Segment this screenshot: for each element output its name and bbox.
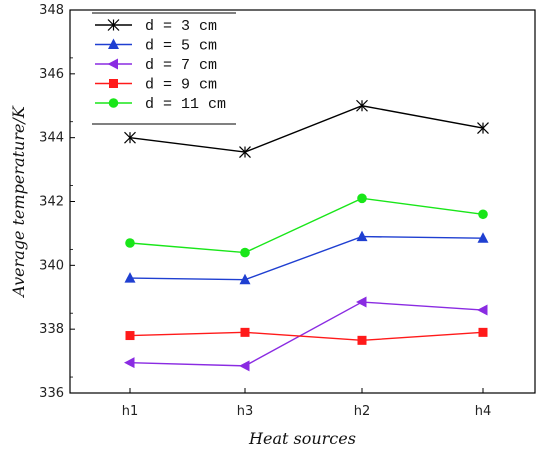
legend-item: d = 9 cm — [95, 77, 217, 94]
series-line — [129, 235, 484, 281]
data-point — [124, 131, 136, 144]
x-tick-label: h4 — [475, 404, 492, 419]
data-point — [239, 146, 251, 158]
data-point — [125, 331, 135, 341]
y-tick-label: 338 — [39, 322, 64, 337]
series — [124, 296, 488, 372]
data-point — [356, 99, 368, 112]
series — [125, 193, 488, 258]
data-point — [109, 79, 118, 88]
data-point — [240, 327, 250, 337]
y-tick-label: 348 — [39, 3, 64, 18]
y-tick-label: 342 — [39, 195, 64, 210]
data-point — [239, 273, 251, 285]
legend: d = 3 cm d = 5 cm d = 7 cm d = 9 cm d = 11 c… — [92, 12, 236, 125]
data-point — [478, 327, 488, 337]
data-point — [356, 296, 367, 308]
y-axis-title: Average temperature/K — [9, 105, 28, 299]
y-tick-label: 344 — [39, 131, 64, 146]
series-line — [129, 105, 484, 153]
data-point — [107, 19, 120, 31]
y-tick-label: 340 — [39, 258, 64, 273]
legend-item: d = 7 cm — [95, 57, 217, 74]
legend-label: d = 9 cm — [145, 77, 217, 94]
legend-label: d = 11 cm — [145, 96, 226, 113]
series — [124, 230, 489, 285]
data-point — [240, 247, 250, 258]
series-line — [129, 197, 484, 254]
data-point — [477, 232, 489, 243]
x-axis-title: Heat sources — [248, 429, 356, 448]
series-line — [129, 331, 484, 342]
series — [125, 327, 488, 345]
data-point — [478, 209, 488, 220]
data-point — [108, 98, 119, 108]
data-point — [357, 335, 367, 345]
data-point — [108, 38, 119, 49]
data-point — [357, 193, 367, 204]
x-tick-label: h1 — [122, 404, 139, 419]
y-tick-label: 346 — [39, 67, 64, 82]
legend-label: d = 3 cm — [145, 18, 217, 35]
x-tick-label: h3 — [237, 404, 254, 419]
series-layer — [124, 99, 489, 372]
legend-item: d = 11 cm — [95, 96, 226, 113]
data-point — [477, 304, 488, 316]
data-point — [125, 238, 135, 248]
data-point — [124, 272, 136, 283]
x-tick-label: h2 — [354, 404, 371, 419]
legend-item: d = 3 cm — [95, 18, 217, 35]
data-point — [107, 58, 118, 70]
data-point — [477, 122, 489, 135]
series-line — [129, 301, 484, 367]
legend-label: d = 7 cm — [145, 57, 217, 74]
data-point — [124, 357, 135, 369]
y-tick-label: 336 — [39, 386, 64, 401]
series — [124, 99, 489, 158]
data-point — [239, 360, 250, 372]
legend-label: d = 5 cm — [145, 38, 217, 55]
data-point — [356, 230, 368, 242]
legend-item: d = 5 cm — [95, 38, 217, 55]
plot-axes: 336 338 340 342 344 346 348 h1 h3 h2 h4 — [39, 3, 536, 419]
